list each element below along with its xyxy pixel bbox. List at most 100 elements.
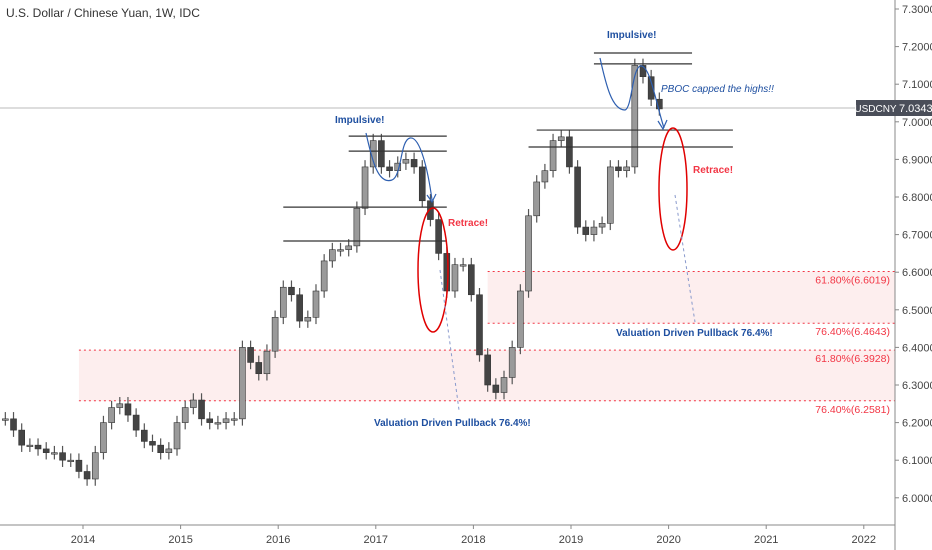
bar-body	[517, 290, 524, 348]
annotation-pullback-2: Valuation Driven Pullback 76.4%!	[616, 328, 773, 339]
bar-body	[83, 471, 91, 480]
arrow-head-icon	[426, 193, 437, 204]
price-bar	[639, 58, 647, 84]
price-bar	[2, 412, 9, 426]
price-bar	[18, 423, 25, 452]
price-bar	[222, 412, 230, 430]
bar-body	[198, 399, 205, 420]
bar-body	[639, 65, 647, 77]
bar-body	[214, 422, 222, 425]
bar-body	[116, 403, 124, 408]
price-bar	[508, 340, 516, 385]
last-price-value: 7.0343	[899, 103, 932, 115]
bar-body	[18, 429, 25, 446]
bar-body	[378, 140, 385, 168]
price-bar	[59, 445, 66, 467]
bar-body	[67, 459, 75, 463]
fib-labels: 61.80%(6.6019) 76.40%(6.4643) 61.80%(6.392…	[815, 274, 890, 415]
price-bar	[190, 393, 197, 415]
price-bar	[214, 415, 222, 430]
symbol-tag: USDCNY	[854, 104, 897, 115]
time-axis[interactable]: 2014 2015 2016 2017 2018 2019 2020 2021 2022	[71, 525, 876, 546]
y-tick-label: 7.3000	[902, 4, 932, 16]
bar-body	[615, 166, 622, 171]
price-bar	[541, 163, 549, 189]
bar-body	[42, 448, 50, 453]
bar-body	[75, 459, 83, 472]
price-bar	[582, 220, 590, 242]
price-axis[interactable]: 7.3000 7.2000 7.1000 7.0000 6.9000 6.8000 6.70…	[895, 4, 932, 505]
bar-body	[149, 441, 156, 446]
y-tick-label: 6.9000	[902, 154, 932, 166]
bar-body	[288, 286, 295, 296]
annotation-impulsive-1: Impulsive!	[335, 115, 384, 126]
y-tick-label: 6.5000	[902, 305, 932, 317]
x-tick-label: 2019	[559, 534, 583, 546]
bar-body	[124, 403, 132, 416]
bar-body	[386, 166, 393, 171]
bar-body	[492, 384, 500, 393]
price-bar	[230, 412, 238, 426]
bar-body	[271, 317, 279, 352]
y-tick-label: 7.2000	[902, 42, 932, 54]
bar-body	[353, 207, 361, 247]
price-bar	[590, 220, 598, 242]
bar-body	[304, 317, 312, 322]
price-bar	[91, 445, 99, 486]
price-bar	[279, 280, 287, 325]
price-bar	[157, 438, 164, 460]
price-bar	[108, 400, 115, 430]
x-tick-label: 2022	[852, 534, 876, 546]
price-bar	[34, 438, 42, 456]
bar-body	[476, 294, 483, 356]
bar-body	[26, 444, 34, 447]
bar-body	[590, 226, 598, 235]
price-bar	[100, 415, 107, 460]
bar-body	[410, 159, 418, 168]
bar-body	[181, 407, 189, 423]
annotation-pboc: PBOC capped the highs!!	[661, 84, 774, 95]
annotation-retrace-1: Retrace!	[448, 218, 488, 229]
last-price-tag: USDCNY 7.0343	[854, 100, 932, 116]
price-bar	[247, 340, 254, 370]
bar-body	[451, 264, 459, 292]
bar-body	[108, 407, 115, 423]
bar-body	[255, 362, 263, 375]
price-bar	[459, 257, 467, 272]
bar-body	[230, 418, 238, 421]
y-tick-label: 7.1000	[902, 79, 932, 91]
price-bar	[394, 156, 402, 178]
y-tick-label: 6.8000	[902, 192, 932, 204]
price-bar	[239, 340, 246, 426]
bar-body	[484, 354, 491, 386]
bar-body	[279, 286, 287, 318]
bar-body	[91, 452, 99, 480]
price-bar	[468, 257, 475, 302]
y-tick-label: 6.2000	[902, 418, 932, 430]
fib-label-618: 61.80%(6.3928)	[815, 353, 890, 365]
x-tick-label: 2020	[656, 534, 680, 546]
price-bar	[83, 464, 91, 486]
bar-body	[500, 377, 508, 393]
price-bar	[51, 445, 58, 460]
price-bar	[165, 442, 173, 460]
horizontal-levels	[283, 52, 733, 242]
bar-body	[10, 418, 17, 431]
bar-body	[443, 253, 451, 292]
bar-body	[345, 245, 352, 250]
bar-body	[329, 249, 336, 262]
bar-body	[361, 166, 369, 209]
bar-body	[369, 140, 377, 168]
bar-body	[296, 294, 303, 322]
bar-body	[582, 226, 590, 235]
bar-body	[606, 166, 614, 224]
price-bar	[181, 400, 189, 430]
bar-body	[2, 418, 9, 421]
price-bar	[141, 423, 148, 449]
bar-body	[525, 215, 532, 292]
annotation-impulsive-2: Impulsive!	[607, 30, 656, 41]
price-bar	[378, 133, 385, 174]
price-bar	[517, 284, 524, 355]
arrow-head-icon	[657, 119, 668, 131]
